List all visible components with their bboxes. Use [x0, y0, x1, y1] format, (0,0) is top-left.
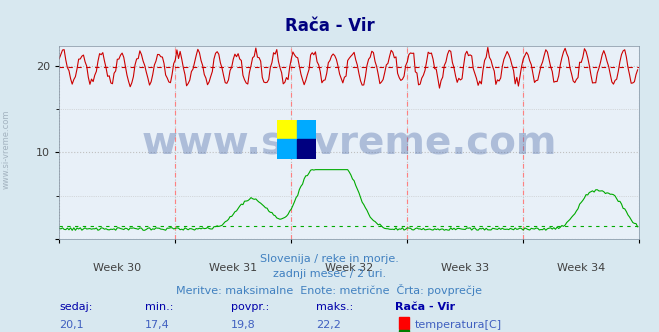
Bar: [297, 120, 316, 139]
Text: www.si-vreme.com: www.si-vreme.com: [142, 124, 557, 162]
Text: Meritve: maksimalne  Enote: metrične  Črta: povprečje: Meritve: maksimalne Enote: metrične Črta…: [177, 284, 482, 296]
Text: sedaj:: sedaj:: [59, 302, 93, 312]
Text: 22,2: 22,2: [316, 320, 341, 330]
Text: povpr.:: povpr.:: [231, 302, 269, 312]
Text: min.:: min.:: [145, 302, 173, 312]
Text: Rača - Vir: Rača - Vir: [395, 302, 455, 312]
Text: zadnji mesec / 2 uri.: zadnji mesec / 2 uri.: [273, 269, 386, 279]
Text: Week 33: Week 33: [441, 263, 490, 273]
Text: Week 30: Week 30: [93, 263, 142, 273]
Text: Week 34: Week 34: [557, 263, 606, 273]
Text: temperatura[C]: temperatura[C]: [415, 320, 502, 330]
Text: Slovenija / reke in morje.: Slovenija / reke in morje.: [260, 254, 399, 264]
Text: 19,8: 19,8: [231, 320, 256, 330]
Text: www.si-vreme.com: www.si-vreme.com: [2, 110, 11, 189]
Text: 17,4: 17,4: [145, 320, 170, 330]
Bar: [277, 139, 297, 159]
Bar: [297, 139, 316, 159]
Bar: [277, 120, 297, 139]
Text: 20,1: 20,1: [59, 320, 84, 330]
Text: Week 32: Week 32: [325, 263, 374, 273]
Text: maks.:: maks.:: [316, 302, 354, 312]
Text: Rača - Vir: Rača - Vir: [285, 17, 374, 35]
Text: Week 31: Week 31: [209, 263, 258, 273]
